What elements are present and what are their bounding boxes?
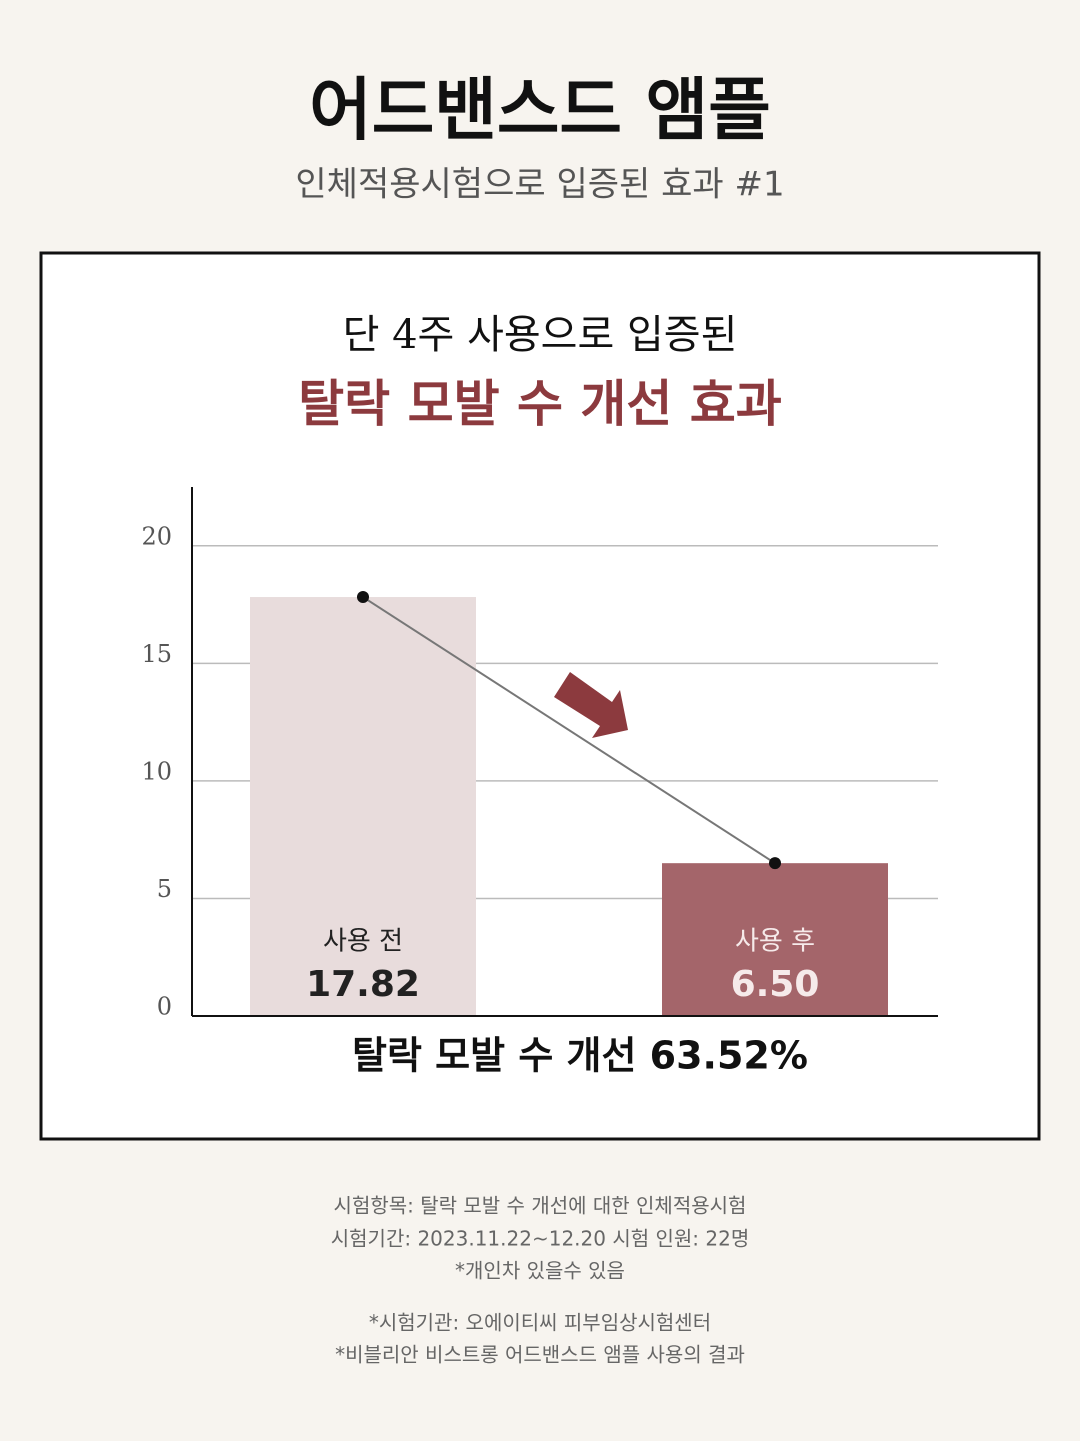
y-tick-label: 0 [157,993,172,1021]
chart-title: 단 4주 사용으로 입증된 [343,312,738,358]
down-arrow [554,672,628,738]
plot: 0 5 10 15 20 사용 전 17.82 사용 후 6.50 [141,487,938,1021]
y-tick-label: 10 [141,757,172,785]
page-title: 어드밴스드 앰플 [309,71,771,151]
bar-category-label: 사용 전 [323,927,403,957]
bar [250,597,476,1016]
note: 시험항목: 탈락 모발 수 개선에 대한 인체적용시험 [334,1194,747,1218]
bar-value-label: 6.50 [731,964,820,1005]
page-subtitle: 인체적용시험으로 입증된 효과 #1 [295,165,784,205]
note: *개인차 있을수 있음 [455,1259,625,1283]
note: 시험기간: 2023.11.22~12.20 시험 인원: 22명 [331,1227,749,1251]
chart-annotation: 탈락 모발 수 개선 63.52% [352,1034,808,1078]
y-tick-label: 20 [141,522,172,550]
trend-point [357,591,369,604]
y-tick-label: 5 [157,875,172,903]
bar-category-label: 사용 후 [735,927,815,957]
bar [662,863,888,1016]
note: *비블리안 비스트롱 어드밴스드 앰플 사용의 결과 [335,1343,745,1367]
y-tick-label: 15 [141,640,172,668]
trend-line [362,596,776,865]
note: *시험기관: 오에이티씨 피부임상시험센터 [369,1311,711,1335]
bar-value-label: 17.82 [306,964,420,1005]
trend-point [769,857,781,870]
chart-subtitle: 탈락 모발 수 개선 효과 [298,374,782,433]
